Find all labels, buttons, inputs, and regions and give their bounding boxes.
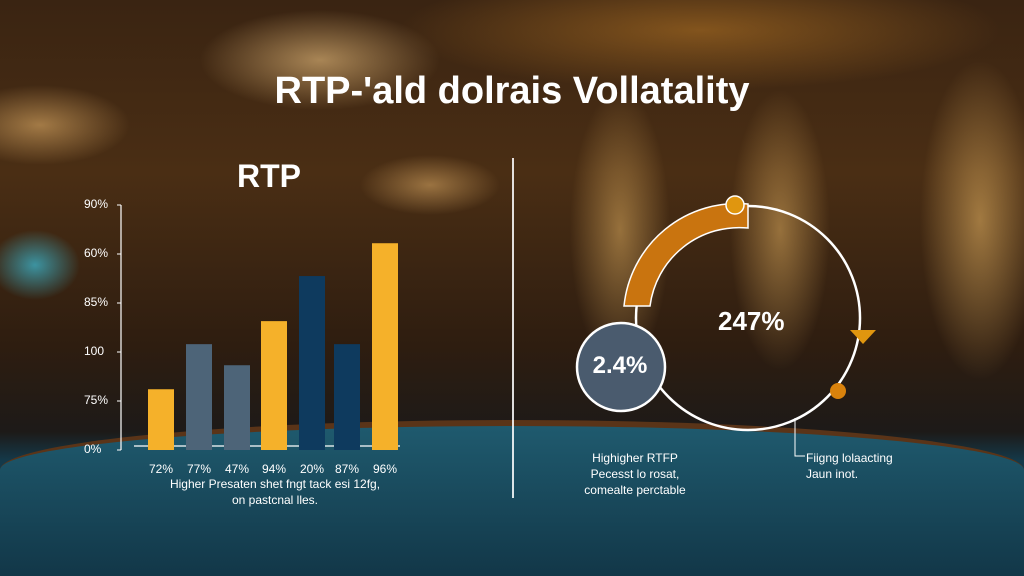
caption-line: Highigher RTFP <box>592 451 678 465</box>
bar <box>148 389 174 450</box>
y-tick-label: 0% <box>84 442 102 456</box>
bar <box>299 276 325 450</box>
ring-center-label: 247% <box>718 306 785 336</box>
bar-chart-title: RTP <box>237 158 301 194</box>
y-tick-label: 60% <box>84 246 109 260</box>
bar <box>372 243 398 450</box>
y-tick-label: 75% <box>84 393 109 407</box>
divider <box>512 158 514 498</box>
ring-arc <box>623 202 749 307</box>
bubble-label: 2.4% <box>592 352 648 379</box>
ring-right-caption: Fiigng lolaacting Jaun inot. <box>806 450 936 482</box>
x-tick-label: 87% <box>334 462 360 476</box>
ring-marker-triangle <box>850 330 876 344</box>
y-tick-label: 100 <box>84 344 105 358</box>
x-tick-label: 94% <box>261 462 287 476</box>
x-tick-label: 96% <box>372 462 398 476</box>
x-tick-label: 77% <box>186 462 212 476</box>
callout-line <box>794 418 805 457</box>
x-tick-label: 72% <box>148 462 174 476</box>
caption-line: Pecesst lo rosat, <box>590 467 680 481</box>
x-tick-label: 47% <box>224 462 250 476</box>
bar-caption-line: Higher Presaten shet fngt tack esi 12fg, <box>169 477 381 491</box>
caption-line: Jaun inot. <box>806 467 859 481</box>
ring-left-caption: Highigher RTFP Pecesst lo rosat, comealt… <box>560 450 710 498</box>
y-tick-label: 90% <box>84 197 109 211</box>
caption-line: comealte perctable <box>584 483 686 497</box>
bar <box>186 344 212 450</box>
x-tick-label: 20% <box>299 462 325 476</box>
bar <box>261 321 287 450</box>
page-title: RTP-'ald dolrais Vollatality <box>274 70 750 112</box>
ring-marker-hexagon <box>830 383 846 399</box>
caption-line: Fiigng lolaacting <box>806 451 893 465</box>
y-tick-label: 85% <box>84 295 109 309</box>
bar-caption: Higher Presaten shet fngt tack esi 12fg,… <box>140 476 410 508</box>
bar-caption-line: on pastcnal lles. <box>231 493 319 507</box>
bubble <box>575 321 667 413</box>
ring-marker-dot <box>725 195 745 215</box>
bar <box>224 365 250 450</box>
bar <box>334 344 360 450</box>
